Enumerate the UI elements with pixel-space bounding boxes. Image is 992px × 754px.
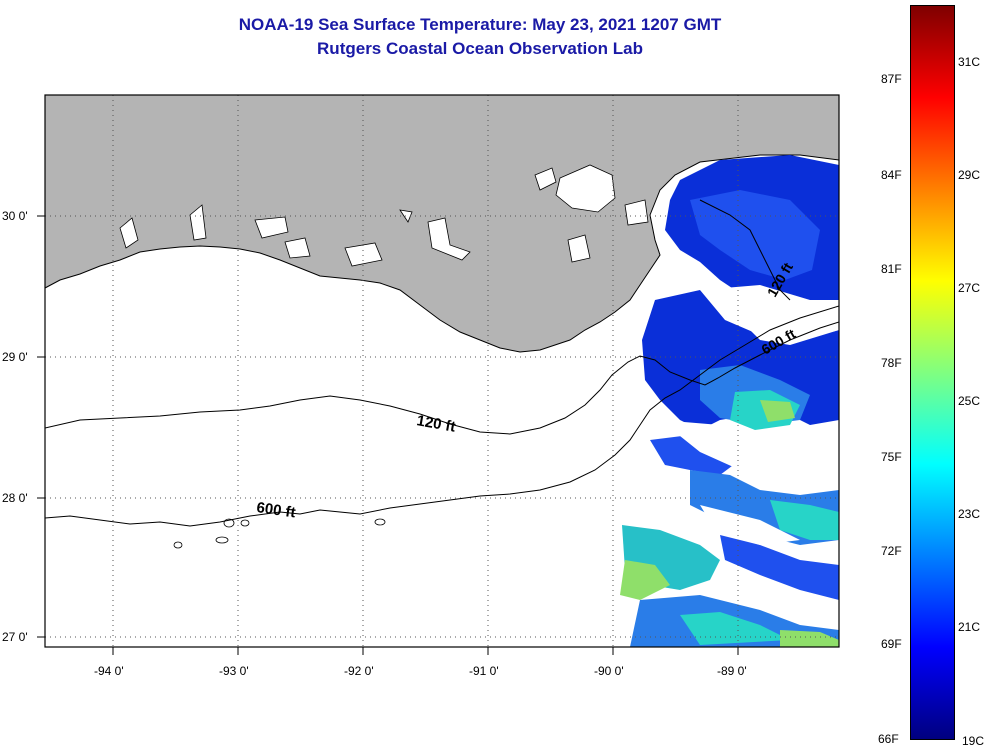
- contour-blob: [173, 541, 183, 549]
- colorbar-f-label: 69F: [881, 637, 902, 651]
- colorbar-c-label: 21C: [958, 620, 981, 634]
- lake: [534, 167, 557, 191]
- lake: [555, 164, 616, 213]
- lake: [254, 216, 289, 239]
- colorbar: [910, 5, 955, 740]
- lon-label: -92 0': [344, 664, 374, 678]
- contour-120ft: [45, 321, 839, 435]
- lon-label: -94 0': [94, 664, 124, 678]
- lake: [399, 209, 413, 223]
- lake: [189, 204, 207, 241]
- contour-600ft: [45, 305, 839, 527]
- contour-blob: [223, 518, 235, 528]
- contour-120ft-east: [699, 199, 791, 301]
- colorbar-f-label: 87F: [881, 72, 902, 86]
- colorbar-f-label: 72F: [881, 544, 902, 558]
- lon-label: -89 0': [717, 664, 747, 678]
- colorbar-f-label: 81F: [881, 262, 902, 276]
- colorbar-f-label: 78F: [881, 356, 902, 370]
- lake: [344, 242, 383, 267]
- contour-blob: [374, 518, 386, 526]
- colorbar-c-label: 31C: [958, 55, 981, 69]
- axis-ticks: [37, 215, 739, 655]
- colorbar-f-label: 84F: [881, 168, 902, 182]
- lat-label: 28 0': [2, 491, 28, 505]
- lat-label: 29 0': [2, 350, 28, 364]
- map-border: [44, 94, 840, 648]
- colorbar-c-label: 25C: [958, 394, 981, 408]
- colorbar-c-label: 29C: [958, 168, 981, 182]
- lake: [284, 237, 311, 259]
- contour-blob: [240, 519, 250, 527]
- graticule: [45, 95, 839, 647]
- lake: [624, 199, 649, 226]
- contour-label: 120 ft: [415, 412, 457, 436]
- lat-label: 30 0': [2, 209, 28, 223]
- lake: [427, 217, 471, 261]
- lon-label: -90 0': [594, 664, 624, 678]
- lat-label: 27 0': [2, 630, 28, 644]
- colorbar-f-label: 66F: [878, 732, 899, 746]
- contour-blob: [215, 536, 229, 544]
- map-title: NOAA-19 Sea Surface Temperature: May 23,…: [238, 15, 722, 34]
- lon-label: -93 0': [219, 664, 249, 678]
- colorbar-c-label: 27C: [958, 281, 981, 295]
- lake: [567, 234, 591, 263]
- lake: [119, 217, 139, 249]
- lon-label: -91 0': [469, 664, 499, 678]
- contour-label: 600 ft: [255, 499, 296, 521]
- sst-swath: [620, 155, 839, 647]
- colorbar-f-label: 75F: [881, 450, 902, 464]
- colorbar-c-label: 23C: [958, 507, 981, 521]
- map-subtitle: Rutgers Coastal Ocean Observation Lab: [317, 39, 643, 58]
- colorbar-c-label: 19C: [962, 734, 985, 748]
